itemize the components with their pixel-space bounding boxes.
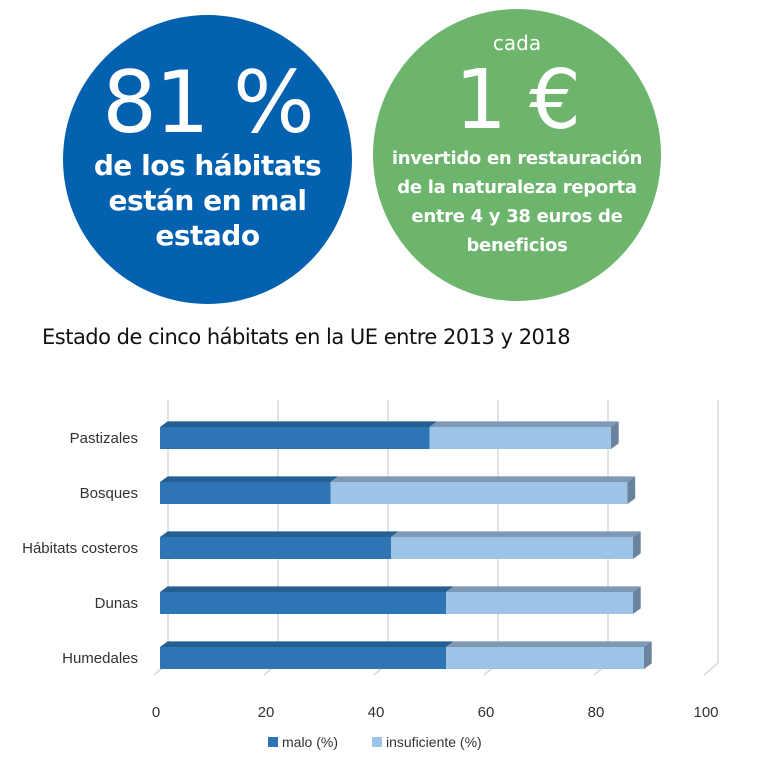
- restoration-stat-prefix: cada: [492, 31, 542, 55]
- x-tick-label: 40: [368, 704, 385, 721]
- bar-top-face: [160, 476, 339, 482]
- bar-segment-insuficiente: [446, 586, 641, 614]
- restoration-stat-circle: cada 1 € invertido en restauración de la…: [373, 9, 661, 301]
- bar-top-face: [160, 531, 399, 537]
- bar-top-face: [446, 586, 641, 592]
- bar-segment-insuficiente: [330, 476, 636, 504]
- bar-top-face: [160, 641, 454, 647]
- restoration-desc-line: beneficios: [466, 235, 568, 256]
- habitats-stat-circle: 81 % de los hábitats están en mal estado: [63, 15, 352, 304]
- legend-label: insuficiente (%): [386, 734, 482, 750]
- bar-segment-malo: [160, 421, 438, 449]
- bar-front-face: [160, 592, 446, 614]
- x-tick-label: 60: [478, 704, 495, 721]
- bar-side-face: [611, 421, 619, 449]
- bar-front-face: [330, 482, 628, 504]
- habitat-status-chart: Pastizales Bosques Hábitats costeros Dunas H…: [22, 400, 719, 750]
- bar-top-face: [330, 476, 636, 482]
- legend-item: malo (%): [268, 734, 338, 750]
- floor-gridline: [703, 662, 719, 676]
- bar-side-face: [644, 641, 652, 669]
- category-label: Pastizales: [70, 430, 138, 447]
- category-label: Bosques: [80, 485, 138, 502]
- bar-front-face: [160, 482, 331, 504]
- bar-segment-malo: [160, 586, 454, 614]
- restoration-desc-line: invertido en restauración: [391, 148, 643, 169]
- restoration-stat-value: 1 €: [454, 53, 581, 148]
- legend: malo (%) insuficiente (%): [268, 734, 482, 750]
- bar-front-face: [160, 537, 391, 559]
- bars: [160, 421, 652, 669]
- category-label: Humedales: [62, 650, 138, 667]
- legend-item: insuficiente (%): [372, 734, 482, 750]
- bar-side-face: [627, 476, 636, 504]
- bar-top-face: [429, 421, 619, 427]
- bar-segment-insuficiente: [391, 531, 641, 559]
- legend-label: malo (%): [282, 734, 338, 750]
- bar-side-face: [633, 586, 641, 614]
- x-tick-label: 20: [258, 704, 275, 721]
- bar-segment-malo: [160, 531, 399, 559]
- x-tick-label: 80: [588, 704, 605, 721]
- x-tick-label: 0: [152, 704, 160, 721]
- x-tick-label: 100: [693, 704, 718, 721]
- legend-swatch: [268, 737, 278, 747]
- bar-top-face: [160, 421, 438, 427]
- bar-segment-insuficiente: [429, 421, 619, 449]
- habitats-desc-line: estado: [155, 219, 260, 252]
- bar-front-face: [391, 537, 633, 559]
- bar-segment-insuficiente: [446, 641, 652, 669]
- x-tick-labels: 0 20 40 60 80 100: [152, 704, 719, 721]
- bar-segment-malo: [160, 476, 339, 504]
- category-labels: Pastizales Bosques Hábitats costeros Dunas H…: [22, 430, 138, 667]
- legend-swatch: [372, 737, 382, 747]
- habitats-desc-line: de los hábitats: [93, 149, 322, 182]
- bar-top-face: [446, 641, 652, 647]
- bar-front-face: [160, 427, 430, 449]
- bar-top-face: [160, 586, 454, 592]
- bar-front-face: [429, 427, 611, 449]
- habitats-desc-line: están en mal: [108, 184, 307, 217]
- category-label: Hábitats costeros: [22, 540, 138, 557]
- bar-top-face: [391, 531, 641, 537]
- chart-title: Estado de cinco hábitats en la UE entre …: [42, 325, 571, 349]
- bar-front-face: [446, 647, 644, 669]
- bar-front-face: [160, 647, 446, 669]
- restoration-stat-description: invertido en restauración de la naturale…: [391, 144, 643, 260]
- restoration-desc-line: entre 4 y 38 euros de: [411, 206, 623, 227]
- category-label: Dunas: [95, 595, 138, 612]
- habitats-stat-value: 81 %: [102, 53, 314, 153]
- bar-side-face: [633, 531, 641, 559]
- restoration-desc-line: de la naturaleza reporta: [397, 177, 637, 198]
- bar-segment-malo: [160, 641, 454, 669]
- bar-front-face: [446, 592, 633, 614]
- habitats-stat-description: de los hábitats están en mal estado: [93, 148, 322, 253]
